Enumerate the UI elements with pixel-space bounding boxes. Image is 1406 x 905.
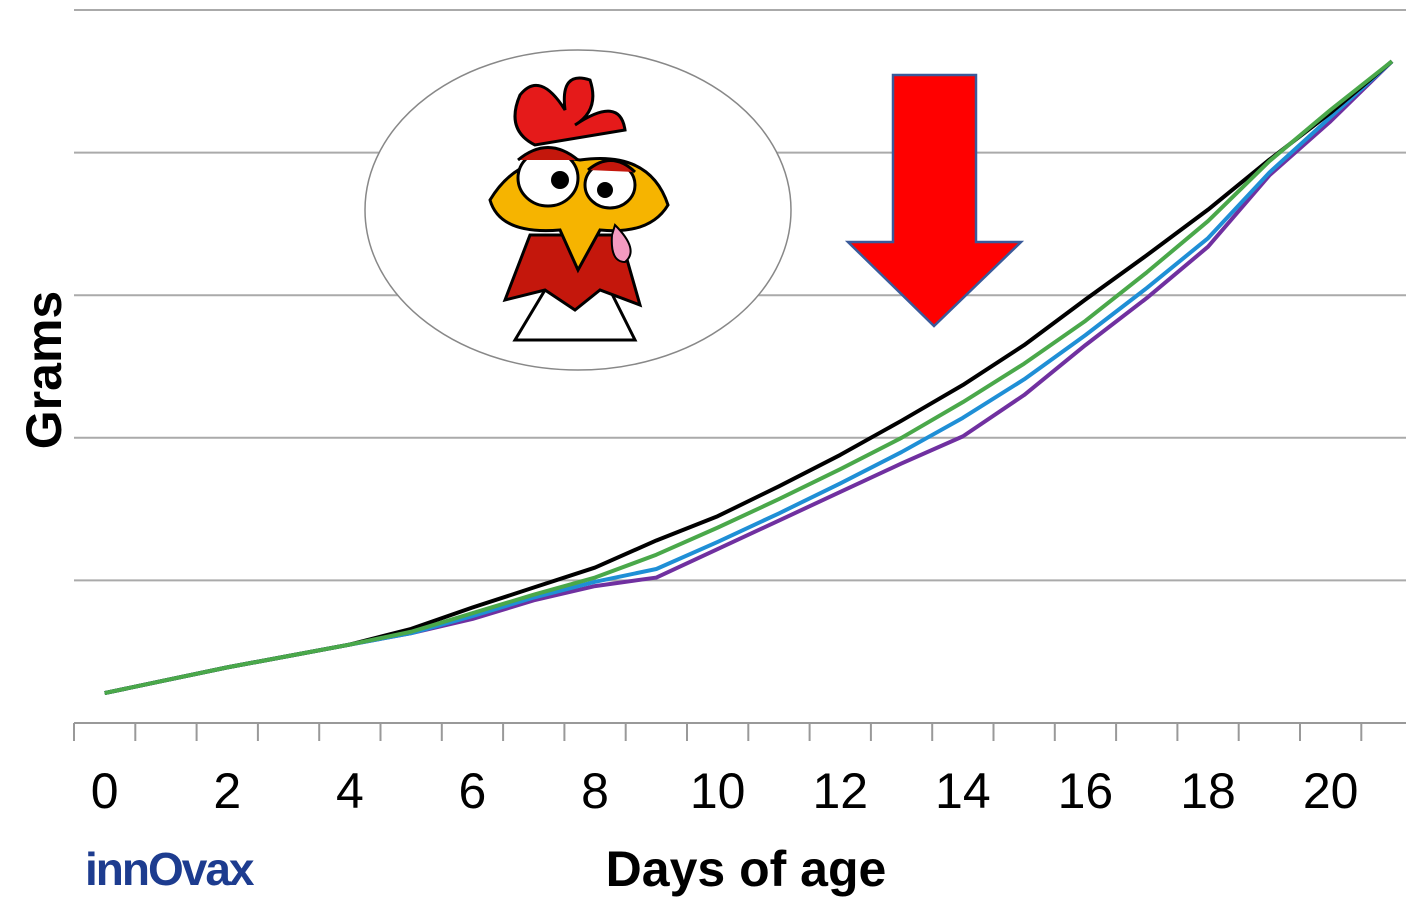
x-tick-label: 14: [935, 763, 991, 819]
x-axis-label: Days of age: [606, 841, 887, 897]
x-tick-label: 0: [91, 763, 119, 819]
chicken-illustration: [364, 49, 792, 371]
x-tick-label: 16: [1058, 763, 1114, 819]
x-tick-label: 12: [812, 763, 868, 819]
x-tick-label: 4: [336, 763, 364, 819]
red-arrow: [844, 73, 1025, 328]
x-tick-label: 6: [459, 763, 487, 819]
series-line: [104, 59, 1394, 696]
logo: innOvax: [85, 843, 255, 895]
y-axis-label: Grams: [16, 291, 72, 449]
x-tick-label: 18: [1180, 763, 1236, 819]
x-tick-label: 20: [1303, 763, 1359, 819]
x-tick-label: 2: [213, 763, 241, 819]
plot: 0 2 4 6 8 10 12 14 16 18 20: [73, 59, 1394, 819]
x-tick-label: 8: [581, 763, 609, 819]
x-tick-label: 10: [690, 763, 746, 819]
